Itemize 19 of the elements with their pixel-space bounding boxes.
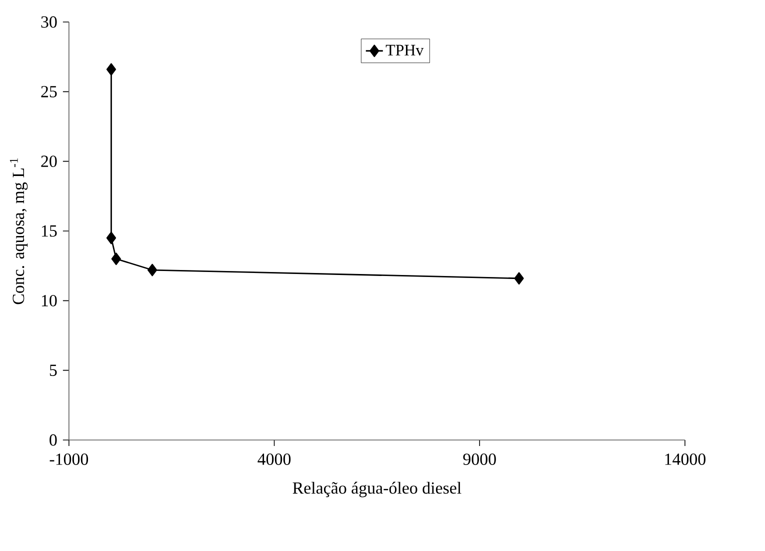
y-tick-label: 5 — [50, 364, 57, 376]
x-tick-label: -1000 — [50, 454, 88, 465]
y-tick-label: 15 — [42, 225, 57, 237]
legend-label: TPHv — [386, 44, 424, 56]
point — [514, 272, 524, 285]
y-tick-label: 10 — [42, 294, 57, 306]
y-tick-label: 30 — [41, 16, 57, 28]
point — [106, 232, 116, 244]
point — [111, 252, 121, 266]
y-axis-title: Conc. aquosa, mg L$^{-1}$ — [10, 158, 28, 304]
x-axis-title: Relação água-óleo diesel — [292, 482, 462, 498]
point — [106, 63, 116, 76]
x-tick-label: 4000 — [258, 454, 291, 465]
point — [147, 264, 158, 276]
x-tick-label: 9000 — [463, 454, 496, 465]
x-tick-label: 14000 — [665, 454, 706, 465]
y-tick-label: 0 — [50, 434, 57, 446]
y-tick-label: 20 — [41, 156, 57, 168]
y-tick-label: 25 — [41, 86, 57, 98]
